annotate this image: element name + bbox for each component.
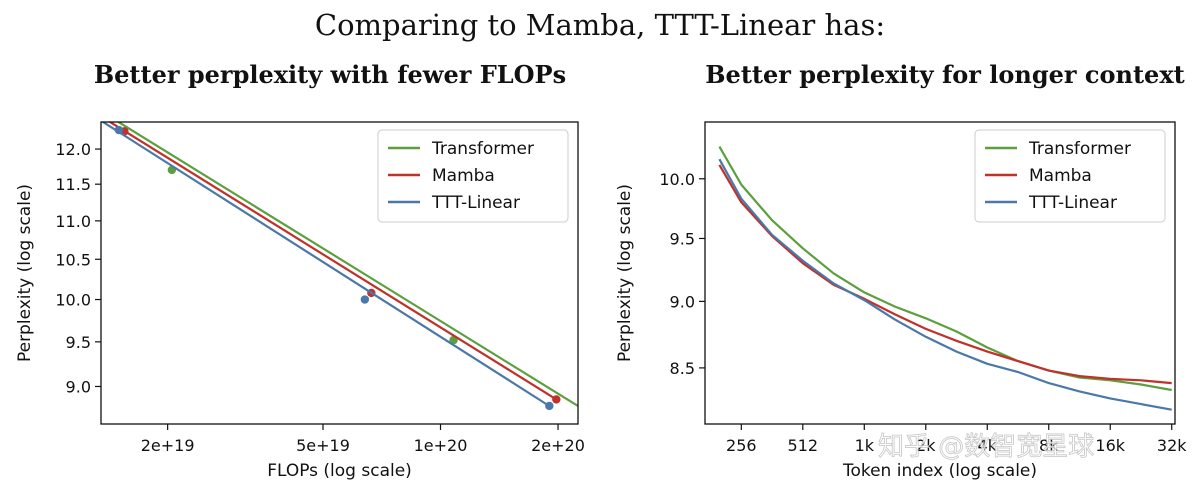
right-series-line-mamba (718, 164, 1172, 385)
left-point-ttt-linear-0 (114, 125, 124, 135)
left-x-tick-label-0: 2e+19 (141, 436, 195, 455)
right-legend-label-transformer: Transformer (1028, 139, 1131, 159)
right-plot-area (718, 146, 1172, 411)
right-x-tick-label-1: 512 (788, 436, 819, 455)
left-axes-frame (100, 121, 579, 425)
right-x-tick-label-6: 16k (1095, 436, 1125, 455)
left-legend-label-ttt-linear: TTT-Linear (431, 193, 520, 213)
left-y-tick-label-1: 9.5 (66, 333, 91, 352)
left-legend-box (377, 129, 569, 223)
left-y-tick-label-0: 9.0 (66, 377, 91, 396)
right-y-axis-label: Perplexity (log scale) (615, 184, 635, 362)
left-x-tick-label-2: 1e+20 (414, 436, 468, 455)
right-series-line-transformer (718, 146, 1172, 392)
right-y-tick-label-3: 10.0 (659, 170, 695, 189)
left-x-axis-label: FLOPs (log scale) (267, 461, 412, 481)
left-x-tick-label-3: 2e+20 (531, 436, 585, 455)
right-x-tick-label-3: 2k (916, 436, 936, 455)
left-series-line-mamba (107, 122, 559, 402)
left-plot-area (101, 122, 578, 411)
left-y-axis-label: Perplexity (log scale) (15, 184, 35, 362)
left-series-line-transformer (116, 122, 578, 407)
right-series-line-ttt-linear (718, 158, 1172, 411)
right-y-tick-label-0: 8.5 (670, 359, 695, 378)
left-y-tick-label-4: 11.0 (55, 212, 91, 231)
right-x-axis-label: Token index (log scale) (842, 461, 1037, 481)
left-point-ttt-linear-1 (360, 295, 370, 304)
watermark-text: 知乎 @数智宽星球 (878, 432, 1094, 462)
right-x-tick-label-5: 8k (1039, 436, 1059, 455)
right-legend-label-mamba: Mamba (1029, 166, 1092, 186)
left-point-ttt-linear-2 (545, 401, 554, 411)
left-legend-label-transformer: Transformer (431, 139, 534, 159)
right-legend-box (974, 129, 1166, 223)
left-point-mamba-2 (552, 395, 561, 404)
main-title: Comparing to Mamba, TTT-Linear has: (314, 8, 886, 42)
right-legend-label-ttt-linear: TTT-Linear (1028, 193, 1117, 213)
right-x-tick-label-7: 32k (1157, 436, 1187, 455)
left-y-tick-label-5: 11.5 (55, 175, 91, 194)
left-legend-label-mamba: Mamba (432, 166, 495, 186)
left-y-tick-label-6: 12.0 (55, 140, 91, 159)
right-chart-title: Better perplexity for longer context (705, 60, 1185, 89)
left-series-line-ttt-linear (101, 122, 550, 407)
right-y-tick-label-1: 9.0 (670, 292, 695, 311)
right-x-tick-label-2: 1k (855, 436, 875, 455)
left-y-tick-label-2: 10.0 (55, 291, 91, 310)
right-y-tick-label-2: 9.5 (670, 229, 695, 248)
left-y-tick-label-3: 10.5 (55, 250, 91, 269)
left-chart-title: Better perplexity with fewer FLOPs (93, 60, 567, 89)
right-x-tick-label-4: 4k (978, 436, 998, 455)
right-axes-frame (704, 121, 1176, 425)
left-x-tick-label-1: 5e+19 (296, 436, 350, 455)
right-x-tick-label-0: 256 (726, 436, 757, 455)
